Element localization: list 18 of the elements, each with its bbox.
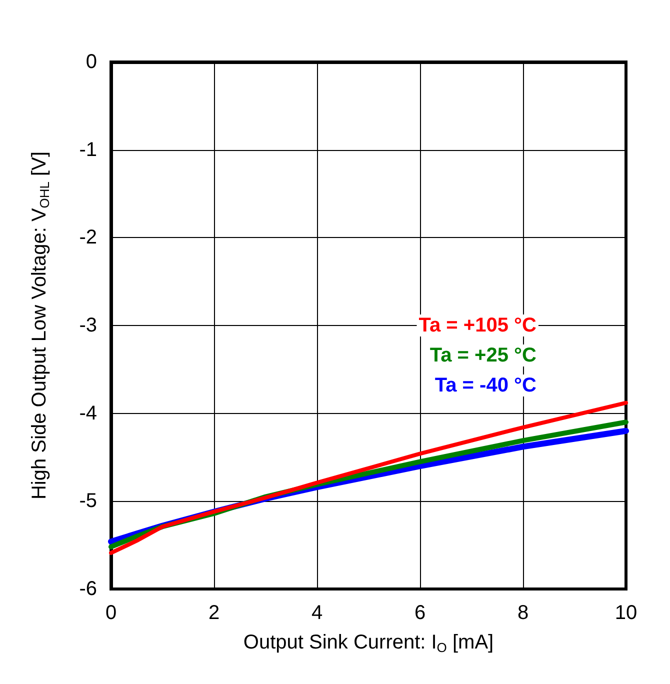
- x-tick-label: 8: [517, 602, 529, 624]
- line-series: [109, 400, 628, 555]
- x-tick-label: 10: [614, 602, 638, 624]
- y-tick-label: -1: [79, 138, 97, 161]
- text: Ta = +105 °C: [418, 314, 536, 336]
- text: Ta = +25 °C: [430, 344, 536, 366]
- x-tick-label: 4: [311, 602, 323, 624]
- y-tick-label: -3: [79, 314, 97, 336]
- y-tick-label: -2: [79, 226, 97, 249]
- y-tick-label: -6: [79, 578, 97, 600]
- x-tick-label: 6: [414, 602, 426, 624]
- y-tick-label: 0: [86, 51, 97, 73]
- x-tick-label: 0: [105, 602, 117, 624]
- y-axis-title: High Side Output Low Voltage: VOHL [V]: [28, 151, 52, 500]
- y-tick-label: -4: [79, 402, 97, 424]
- x-tick-label: 2: [208, 602, 220, 624]
- text: Ta = -40 °C: [434, 374, 536, 396]
- y-tick-label: -5: [79, 490, 97, 512]
